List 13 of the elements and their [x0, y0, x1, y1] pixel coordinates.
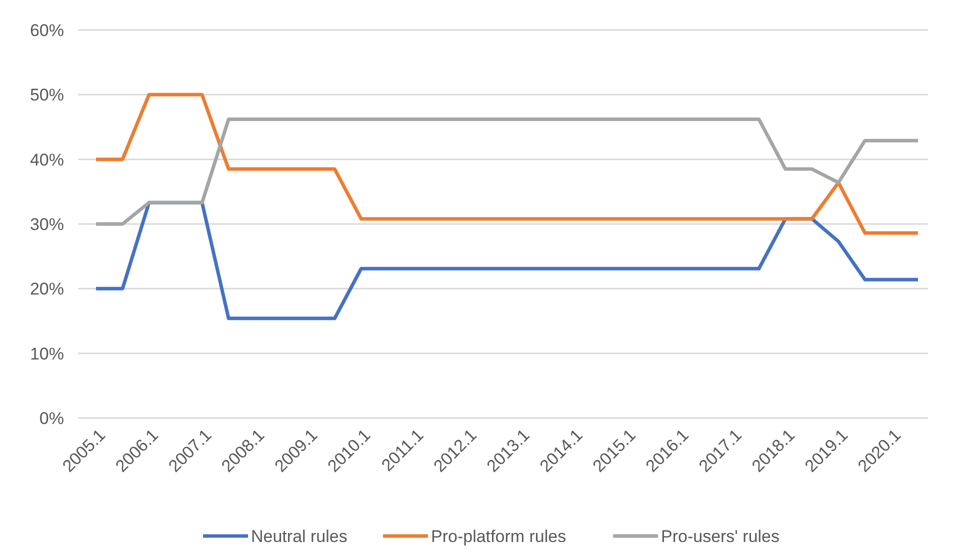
legend-label: Pro-platform rules: [431, 526, 566, 546]
line-series: [94, 92, 920, 235]
y-tick-label: 10%: [30, 344, 64, 364]
line-series: [94, 117, 920, 226]
y-tick-label: 20%: [30, 280, 64, 299]
y-tick-label: 40%: [30, 150, 64, 170]
legend-label: Pro-users' rules: [661, 526, 780, 546]
y-tick-label: 0%: [39, 408, 64, 428]
y-tick-label: 50%: [30, 86, 64, 105]
line-series: [94, 200, 920, 320]
y-tick-label: 30%: [30, 214, 64, 234]
legend-label: Neutral rules: [251, 526, 348, 546]
y-tick-label: 60%: [30, 20, 64, 40]
